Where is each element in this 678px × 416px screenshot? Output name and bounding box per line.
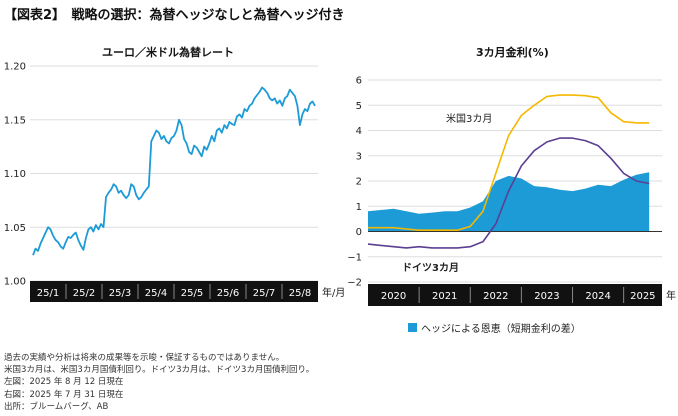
left-x-tick: 25/7 xyxy=(253,288,275,299)
right-x-tick: 2020 xyxy=(381,291,406,302)
right-y-tick: −1 xyxy=(347,252,362,263)
right-y-tick: 5 xyxy=(356,101,362,112)
eurusd-line xyxy=(32,86,316,256)
right-y-tick: 1 xyxy=(356,202,362,213)
right-y-tick: 3 xyxy=(356,151,362,162)
de-3m-label: ドイツ3カ月 xyxy=(402,262,459,274)
left-x-tick: 25/6 xyxy=(217,288,239,299)
left-y-tick: 1.10 xyxy=(4,169,26,180)
right-y-tick: 4 xyxy=(356,126,362,137)
left-x-tick: 25/3 xyxy=(109,288,131,299)
left-x-tick: 25/5 xyxy=(181,288,203,299)
right-x-tick: 2021 xyxy=(432,291,457,302)
right-y-tick: 2 xyxy=(356,177,362,188)
left-y-tick: 1.15 xyxy=(4,115,26,126)
legend-swatch-hedge xyxy=(408,323,417,332)
legend: ヘッジによる恩恵（短期金利の差） xyxy=(408,320,581,335)
left-x-tick: 25/2 xyxy=(73,288,95,299)
figure-title: 【図表2】 戦略の選択：為替ヘッジなしと為替ヘッジ付き xyxy=(4,8,345,23)
right-x-tick: 2023 xyxy=(534,291,559,302)
footnote-line: 米国3カ月は、米国3カ月国債利回り。ドイツ3カ月は、ドイツ3カ月国債利回り。 xyxy=(4,365,315,376)
left-x-tick: 25/4 xyxy=(145,288,167,299)
right-x-tick: 2024 xyxy=(585,291,610,302)
left-x-tick: 25/8 xyxy=(289,288,311,299)
us-3m-line xyxy=(368,94,650,231)
footnote-line: 右図：2025 年 7 月 31 日現在 xyxy=(4,389,124,400)
right-x-tick: 2025 xyxy=(630,291,655,302)
footnote-line: 左図：2025 年 8 月 12 日現在 xyxy=(4,377,124,388)
left-x-tick: 25/1 xyxy=(37,288,59,299)
left-y-tick: 1.00 xyxy=(4,277,26,288)
right-y-tick: 0 xyxy=(356,227,362,238)
us-3m-label: 米国3カ月 xyxy=(446,112,492,125)
left-x-unit: 年/月 xyxy=(322,286,345,299)
right-x-tick: 2022 xyxy=(483,291,508,302)
right-chart-title: 3カ月金利(%) xyxy=(476,46,549,59)
footnotes: 過去の実績や分析は将来の成果等を示唆・保証するものではありません。 米国3カ月は… xyxy=(4,352,314,413)
de-3m-line xyxy=(367,137,650,249)
right-y-tick: 6 xyxy=(356,76,362,87)
legend-label-hedge: ヘッジによる恩恵（短期金利の差） xyxy=(421,324,581,335)
right-x-unit: 年 xyxy=(666,289,676,302)
left-chart-title: ユーロ／米ドル為替レート xyxy=(102,46,234,59)
footnote-line: 出所：ブルームバーグ、AB xyxy=(4,401,109,412)
right-x-axis-bar xyxy=(368,284,662,306)
left-y-tick: 1.20 xyxy=(4,62,26,73)
right-y-tick: −2 xyxy=(347,278,362,289)
footnote-line: 過去の実績や分析は将来の成果等を示唆・保証するものではありません。 xyxy=(4,353,285,363)
left-y-tick: 1.05 xyxy=(4,223,26,234)
hedge-benefit-area xyxy=(368,172,650,232)
